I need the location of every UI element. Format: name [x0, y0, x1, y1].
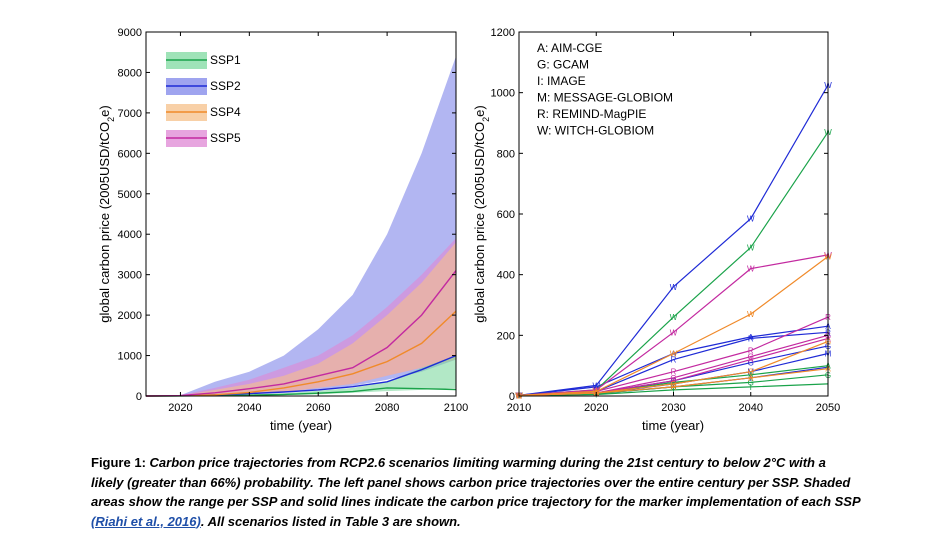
x-tick-label: 2030 [661, 402, 685, 414]
point-marker-w: W [670, 313, 678, 322]
x-tick-label: 2040 [237, 402, 261, 414]
point-marker-r: R [748, 334, 754, 343]
point-marker-w: W [592, 387, 600, 396]
legend-label-ssp1: SSP1 [210, 53, 241, 67]
x-tick-label: 2010 [507, 402, 531, 414]
point-marker-w: W [670, 283, 678, 292]
x-tick-label: 2050 [816, 402, 840, 414]
point-marker-i: I [750, 383, 752, 392]
point-marker-r: R [671, 368, 677, 377]
point-marker-a: A [748, 356, 754, 365]
point-marker-i: I [672, 386, 674, 395]
left-marker-lines [145, 270, 457, 397]
point-marker-a: A [748, 374, 754, 383]
x-tick-label: 2100 [444, 402, 468, 414]
point-marker-a: A [671, 377, 677, 386]
point-marker-a: A [594, 383, 600, 392]
legend-label-ssp5: SSP5 [210, 131, 241, 145]
x-tick-label: 2080 [375, 402, 399, 414]
figure-caption: Figure 1: Carbon price trajectories from… [91, 453, 861, 531]
y-tick-label: 400 [497, 270, 515, 282]
point-marker-r: R [671, 356, 677, 365]
point-marker-a: A [748, 333, 754, 342]
marker-line-ssp4 [145, 310, 457, 397]
point-marker-a: A [671, 350, 677, 359]
x-tick-label: 2020 [584, 402, 608, 414]
point-marker-w: W [747, 310, 755, 319]
y-tick-label: 800 [497, 148, 515, 160]
y-tick-label: 200 [497, 330, 515, 342]
left-legend: SSP1 SSP2 SSP4 SSP5 [166, 52, 241, 147]
y-tick-label: 0 [136, 391, 142, 403]
point-marker-a: A [671, 378, 677, 387]
y-tick-label: 1000 [491, 88, 515, 100]
right-model-legend: A: AIM-CGE G: GCAM I: IMAGE M: MESSAGE-GLOB… [537, 41, 673, 138]
x-tick-label: 2060 [306, 402, 330, 414]
point-marker-w: W [747, 243, 755, 252]
range-band-ssp2 [146, 56, 456, 397]
caption-text-end: . All scenarios listed in Table 3 are sh… [200, 513, 461, 529]
left-range-bands [146, 56, 456, 397]
right-y-axis-label: global carbon price (2005USD/tCO2e) [472, 105, 491, 322]
point-marker-g: G [748, 353, 754, 362]
model-legend-entry: G: GCAM [537, 58, 589, 72]
range-band-ssp1 [146, 355, 456, 396]
scenario-line-ssp4-a [518, 368, 829, 396]
y-tick-label: 8000 [118, 67, 142, 79]
left-x-axis-label: time (year) [270, 418, 332, 433]
point-marker-a: A [748, 371, 754, 380]
left-plot-frame [145, 31, 457, 397]
y-tick-label: 5000 [118, 189, 142, 201]
point-marker-w: W [670, 350, 678, 359]
figure-label: Figure 1: [91, 455, 150, 470]
legend-label-ssp4: SSP4 [210, 105, 241, 119]
y-tick-label: 7000 [118, 108, 142, 120]
y-tick-label: 600 [497, 209, 515, 221]
y-tick-label: 1000 [118, 351, 142, 363]
point-marker-w: W [592, 381, 600, 390]
right-x-axis-label: time (year) [642, 418, 704, 433]
scenario-line-ssp1-i [518, 383, 829, 396]
figure-panels: 2020 2040 2060 2080 210001000200030004000500… [97, 27, 840, 433]
right-chart: WWWWWAAAAARRRRRGGGGGMMMMMIIIIIWWWWWAAAAA… [472, 27, 840, 433]
model-legend-entry: M: MESSAGE-GLOBIOM [537, 91, 673, 105]
model-legend-entry: A: AIM-CGE [537, 41, 602, 55]
y-tick-label: 0 [509, 391, 515, 403]
y-tick-label: 4000 [118, 229, 142, 241]
left-y-axis-label: global carbon price (2005USD/tCO2e) [97, 105, 116, 322]
legend-label-ssp2: SSP2 [210, 79, 241, 93]
y-tick-label: 1200 [491, 27, 515, 39]
y-tick-label: 9000 [118, 27, 142, 39]
scenario-line-ssp2-w [518, 84, 829, 396]
point-marker-g: G [670, 374, 676, 383]
point-marker-a: A [671, 383, 677, 392]
scenario-line-ssp5-w [518, 254, 829, 396]
point-marker-g: G [670, 380, 676, 389]
point-marker-g: G [748, 378, 754, 387]
point-marker-w: W [670, 328, 678, 337]
caption-text: Carbon price trajectories from RCP2.6 sc… [91, 455, 861, 509]
model-legend-entry: R: REMIND-MagPIE [537, 107, 646, 121]
point-marker-w: W [747, 215, 755, 224]
y-tick-label: 3000 [118, 270, 142, 282]
point-marker-r: R [748, 347, 754, 356]
right-axis-ticks: 2010 2020 2030 2040 2050 0 200 400 600 800 1000 120… [491, 27, 841, 414]
left-axis-ticks: 2020 2040 2060 2080 2100 0 1000 2000 3000 4000 500… [118, 27, 469, 414]
x-tick-label: 2020 [168, 402, 192, 414]
point-marker-g: G [748, 368, 754, 377]
model-legend-entry: W: WITCH-GLOBIOM [537, 124, 654, 138]
point-marker-w: W [747, 265, 755, 274]
reference-link[interactable]: (Riahi et al., 2016) [91, 513, 201, 529]
scenario-line-ssp4-w [518, 256, 829, 396]
left-chart: 2020 2040 2060 2080 2100 0 1000 2000 3000 4000 500… [97, 27, 468, 433]
y-tick-label: 2000 [118, 310, 142, 322]
marker-line-ssp5 [145, 270, 457, 397]
range-band-ssp4 [146, 242, 456, 396]
point-marker-g: G [748, 359, 754, 368]
point-marker-w: W [592, 386, 600, 395]
y-tick-label: 6000 [118, 148, 142, 160]
x-tick-label: 2040 [739, 402, 763, 414]
model-legend-entry: I: IMAGE [537, 74, 586, 88]
